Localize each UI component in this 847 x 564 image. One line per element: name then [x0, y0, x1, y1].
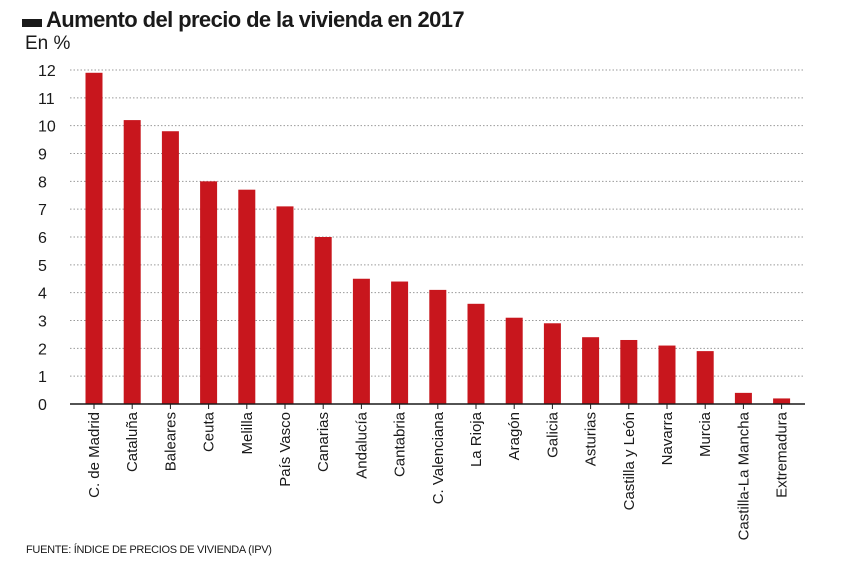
axes [70, 403, 805, 409]
bar [200, 181, 218, 404]
y-axis-unit-label: En % [25, 33, 71, 54]
y-tick-label: 12 [38, 63, 56, 80]
chart-title-block: Aumento del precio de la vivienda en 201… [22, 5, 465, 35]
x-tick-label: Andalucía [353, 411, 370, 478]
x-tick-label: País Vasco [277, 412, 294, 487]
x-tick-label: Asturias [583, 412, 600, 466]
bars [85, 72, 791, 405]
bar [505, 317, 523, 404]
bar [123, 120, 141, 404]
y-tick-label: 2 [38, 341, 47, 358]
bar [238, 189, 256, 404]
bar [620, 339, 638, 404]
bar [429, 289, 447, 404]
bar [391, 281, 409, 404]
y-tick-label: 3 [38, 314, 47, 331]
bar [276, 206, 294, 404]
title-bullet [22, 19, 42, 27]
y-tick-label: 7 [38, 202, 47, 219]
x-tick-label: Castilla-La Mancha [735, 411, 752, 540]
x-tick-label: Cataluña [124, 411, 141, 472]
x-tick-label: Cantabria [392, 411, 409, 477]
x-tick-label: La Rioja [468, 411, 485, 467]
chart-title: Aumento del precio de la vivienda en 201… [46, 7, 465, 32]
y-tick-label: 9 [38, 147, 47, 164]
bar [773, 398, 791, 404]
x-tick-label: Baleares [162, 412, 179, 471]
bar [543, 323, 561, 404]
bar [314, 237, 332, 404]
x-tick-label: C. Valenciana [430, 411, 447, 504]
y-tick-label: 11 [38, 91, 55, 108]
bar [161, 131, 179, 404]
x-tick-label: Murcia [697, 411, 714, 457]
x-tick-label: Galicia [544, 411, 561, 458]
bar [658, 345, 676, 404]
x-tick-label: Extremadura [774, 411, 791, 498]
x-tick-label: Castilla y León [621, 412, 638, 510]
y-tick-label: 5 [38, 258, 47, 275]
x-tick-label: Aragón [506, 412, 523, 460]
x-tick-label: Navarra [659, 411, 676, 465]
y-tick-label: 8 [38, 174, 47, 191]
y-tick-label: 4 [38, 286, 47, 303]
y-tick-label: 1 [38, 369, 47, 386]
bar [352, 278, 370, 404]
y-tick-label: 6 [38, 230, 47, 247]
bar [734, 392, 752, 404]
y-tick-label: 0 [38, 397, 47, 414]
x-tick-label: Canarias [315, 412, 332, 472]
bar [467, 303, 485, 404]
source-note: FUENTE: ÍNDICE DE PRECIOS DE VIVIENDA (I… [26, 544, 272, 556]
y-tick-label: 10 [38, 119, 56, 136]
bar [85, 72, 103, 405]
x-tick-label: Ceuta [201, 411, 218, 452]
bar [696, 351, 714, 404]
bar [582, 337, 600, 404]
x-tick-label: C. de Madrid [86, 412, 103, 498]
x-tick-label: Melilla [239, 411, 256, 454]
